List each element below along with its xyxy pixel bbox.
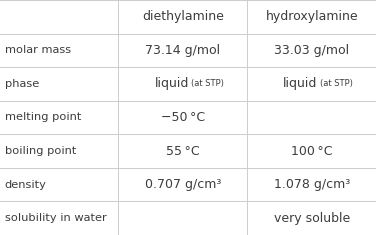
Text: 55 °C: 55 °C (166, 145, 200, 158)
Text: diethylamine: diethylamine (142, 10, 224, 23)
Text: hydroxylamine: hydroxylamine (265, 10, 358, 23)
Text: phase: phase (5, 79, 39, 89)
Text: −50 °C: −50 °C (161, 111, 205, 124)
Text: 100 °C: 100 °C (291, 145, 332, 158)
Text: 1.078 g/cm³: 1.078 g/cm³ (274, 178, 350, 191)
Text: 33.03 g/mol: 33.03 g/mol (274, 44, 349, 57)
Text: boiling point: boiling point (5, 146, 76, 156)
Text: molar mass: molar mass (5, 45, 71, 55)
Text: density: density (5, 180, 46, 190)
Text: melting point: melting point (5, 113, 81, 122)
Text: 73.14 g/mol: 73.14 g/mol (146, 44, 220, 57)
Text: (at STP): (at STP) (320, 79, 353, 88)
Text: solubility in water: solubility in water (5, 213, 106, 223)
Text: liquid: liquid (155, 77, 189, 90)
Text: very soluble: very soluble (274, 212, 350, 225)
Text: 0.707 g/cm³: 0.707 g/cm³ (145, 178, 221, 191)
Text: (at STP): (at STP) (191, 79, 224, 88)
Text: liquid: liquid (283, 77, 318, 90)
